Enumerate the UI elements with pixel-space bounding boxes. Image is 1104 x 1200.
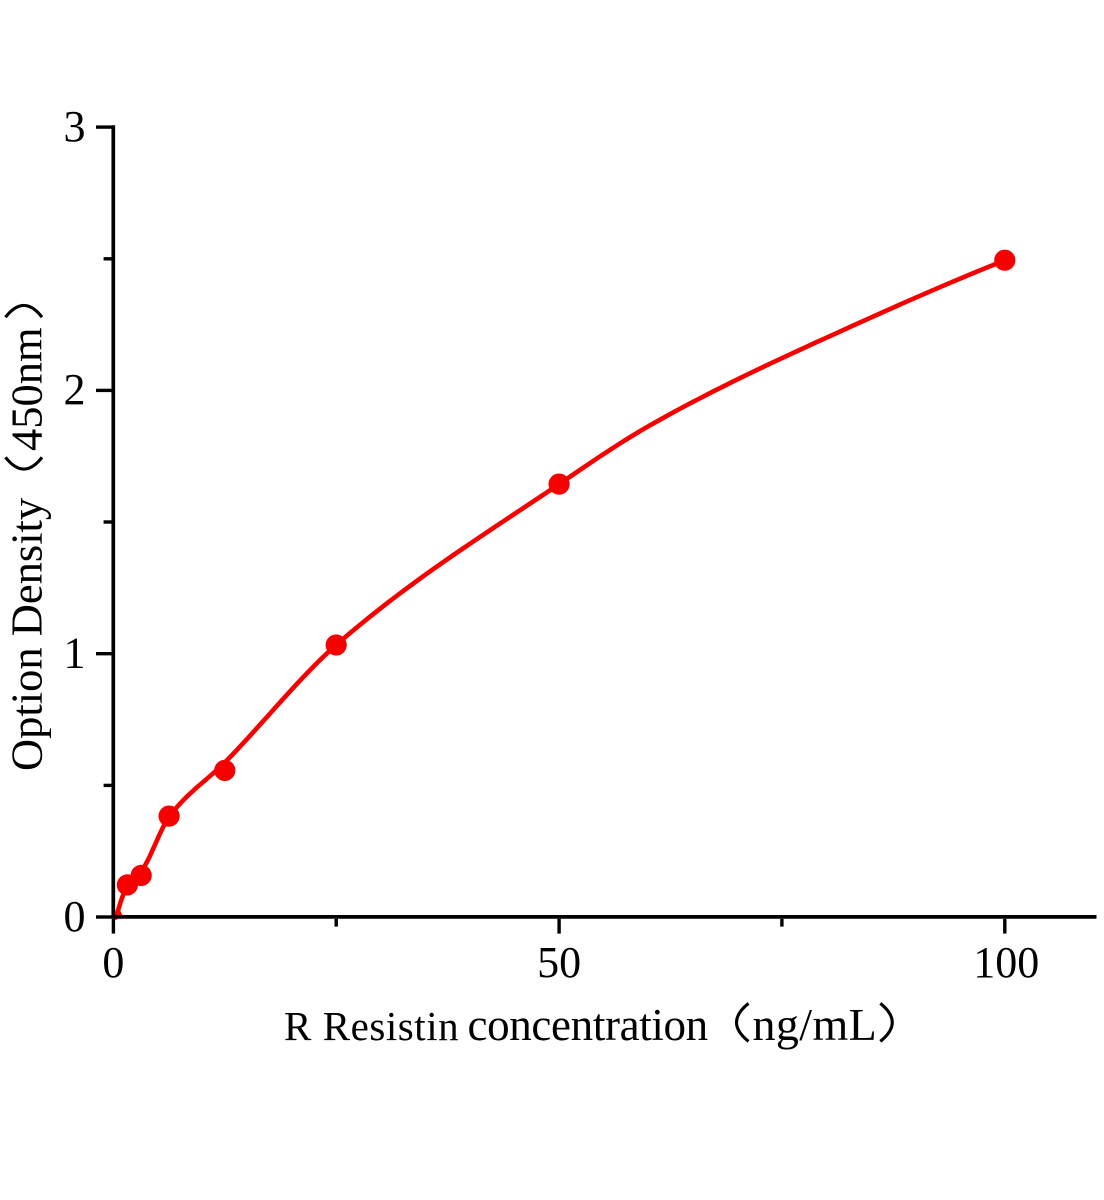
svg-text:100: 100 — [973, 938, 1039, 987]
svg-text:2: 2 — [64, 365, 86, 414]
svg-text:Option Density: Option Density — [1, 497, 51, 771]
svg-text:0: 0 — [102, 938, 124, 987]
svg-text:R Resistin: R Resistin — [284, 1003, 459, 1049]
svg-text:concentration: concentration — [468, 1000, 708, 1050]
svg-text:3: 3 — [64, 102, 86, 151]
svg-text:450nm: 450nm — [1, 327, 51, 451]
svg-text:50: 50 — [537, 938, 581, 987]
svg-text:ng/mL: ng/mL — [753, 999, 878, 1050]
svg-text:1: 1 — [64, 629, 86, 678]
svg-text:0: 0 — [64, 892, 86, 941]
